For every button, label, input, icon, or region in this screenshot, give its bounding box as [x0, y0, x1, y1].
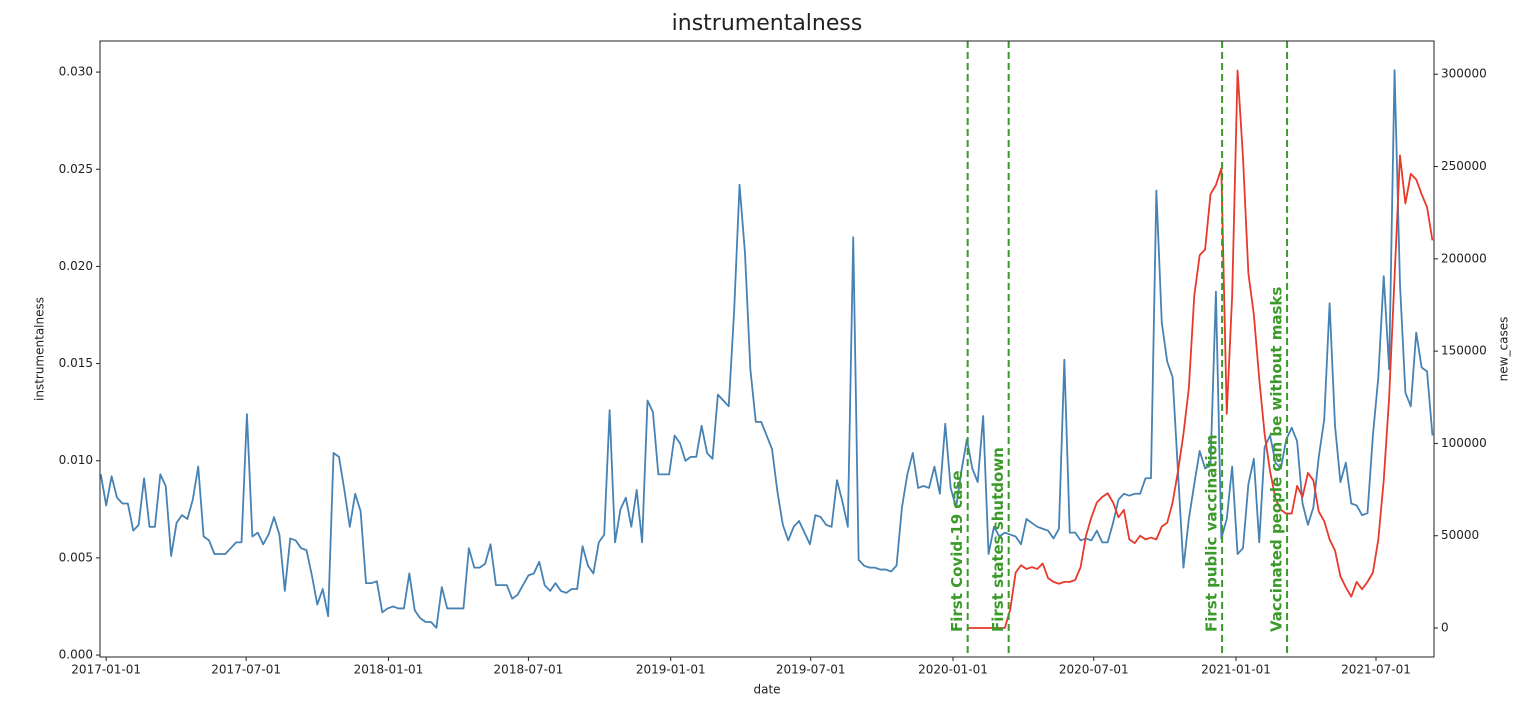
y2-tick-label: 100000 — [1441, 436, 1487, 450]
x-tick-label: 2018-07-01 — [494, 663, 564, 677]
data-line — [966, 69, 1434, 629]
data-line — [100, 69, 1434, 629]
plot-frame — [99, 40, 1435, 658]
x-tick-label: 2017-07-01 — [211, 663, 281, 677]
y2-tick-label: 50000 — [1441, 528, 1479, 542]
chart-title: instrumentalness — [672, 11, 863, 36]
y-tick-label: 0.025 — [59, 162, 93, 176]
x-tick-label: 2017-01-01 — [71, 663, 141, 677]
y2-tick-label: 200000 — [1441, 251, 1487, 265]
x-tick-label: 2019-01-01 — [636, 663, 706, 677]
y-tick-label: 0.005 — [59, 550, 93, 564]
y2-tick-label: 150000 — [1441, 344, 1487, 358]
y-tick-label: 0.015 — [59, 356, 93, 370]
y2-axis-label: new_cases — [1497, 317, 1511, 382]
y-tick-label: 0.010 — [59, 453, 93, 467]
y2-tick-label: 250000 — [1441, 159, 1487, 173]
y-tick-label: 0.020 — [59, 259, 93, 273]
event-label: First public vaccination — [1203, 434, 1221, 632]
x-tick-label: 2021-07-01 — [1341, 663, 1411, 677]
y-axis-label: instrumentalness — [33, 297, 47, 401]
x-tick-label: 2019-07-01 — [776, 663, 846, 677]
x-tick-label: 2021-01-01 — [1201, 663, 1271, 677]
x-tick-label: 2018-01-01 — [354, 663, 424, 677]
event-label: First states shutdown — [989, 447, 1007, 632]
event-label: Vaccinated people can be without masks — [1268, 287, 1286, 632]
x-axis-label: date — [753, 683, 780, 697]
y2-tick-label: 300000 — [1441, 67, 1487, 81]
event-label: First Covid-19 case — [948, 470, 966, 632]
y-tick-label: 0.030 — [59, 65, 93, 79]
x-tick-label: 2020-01-01 — [918, 663, 988, 677]
x-tick-label: 2020-07-01 — [1059, 663, 1129, 677]
y2-tick-label: 0 — [1441, 621, 1449, 635]
y-tick-label: 0.000 — [59, 648, 93, 662]
